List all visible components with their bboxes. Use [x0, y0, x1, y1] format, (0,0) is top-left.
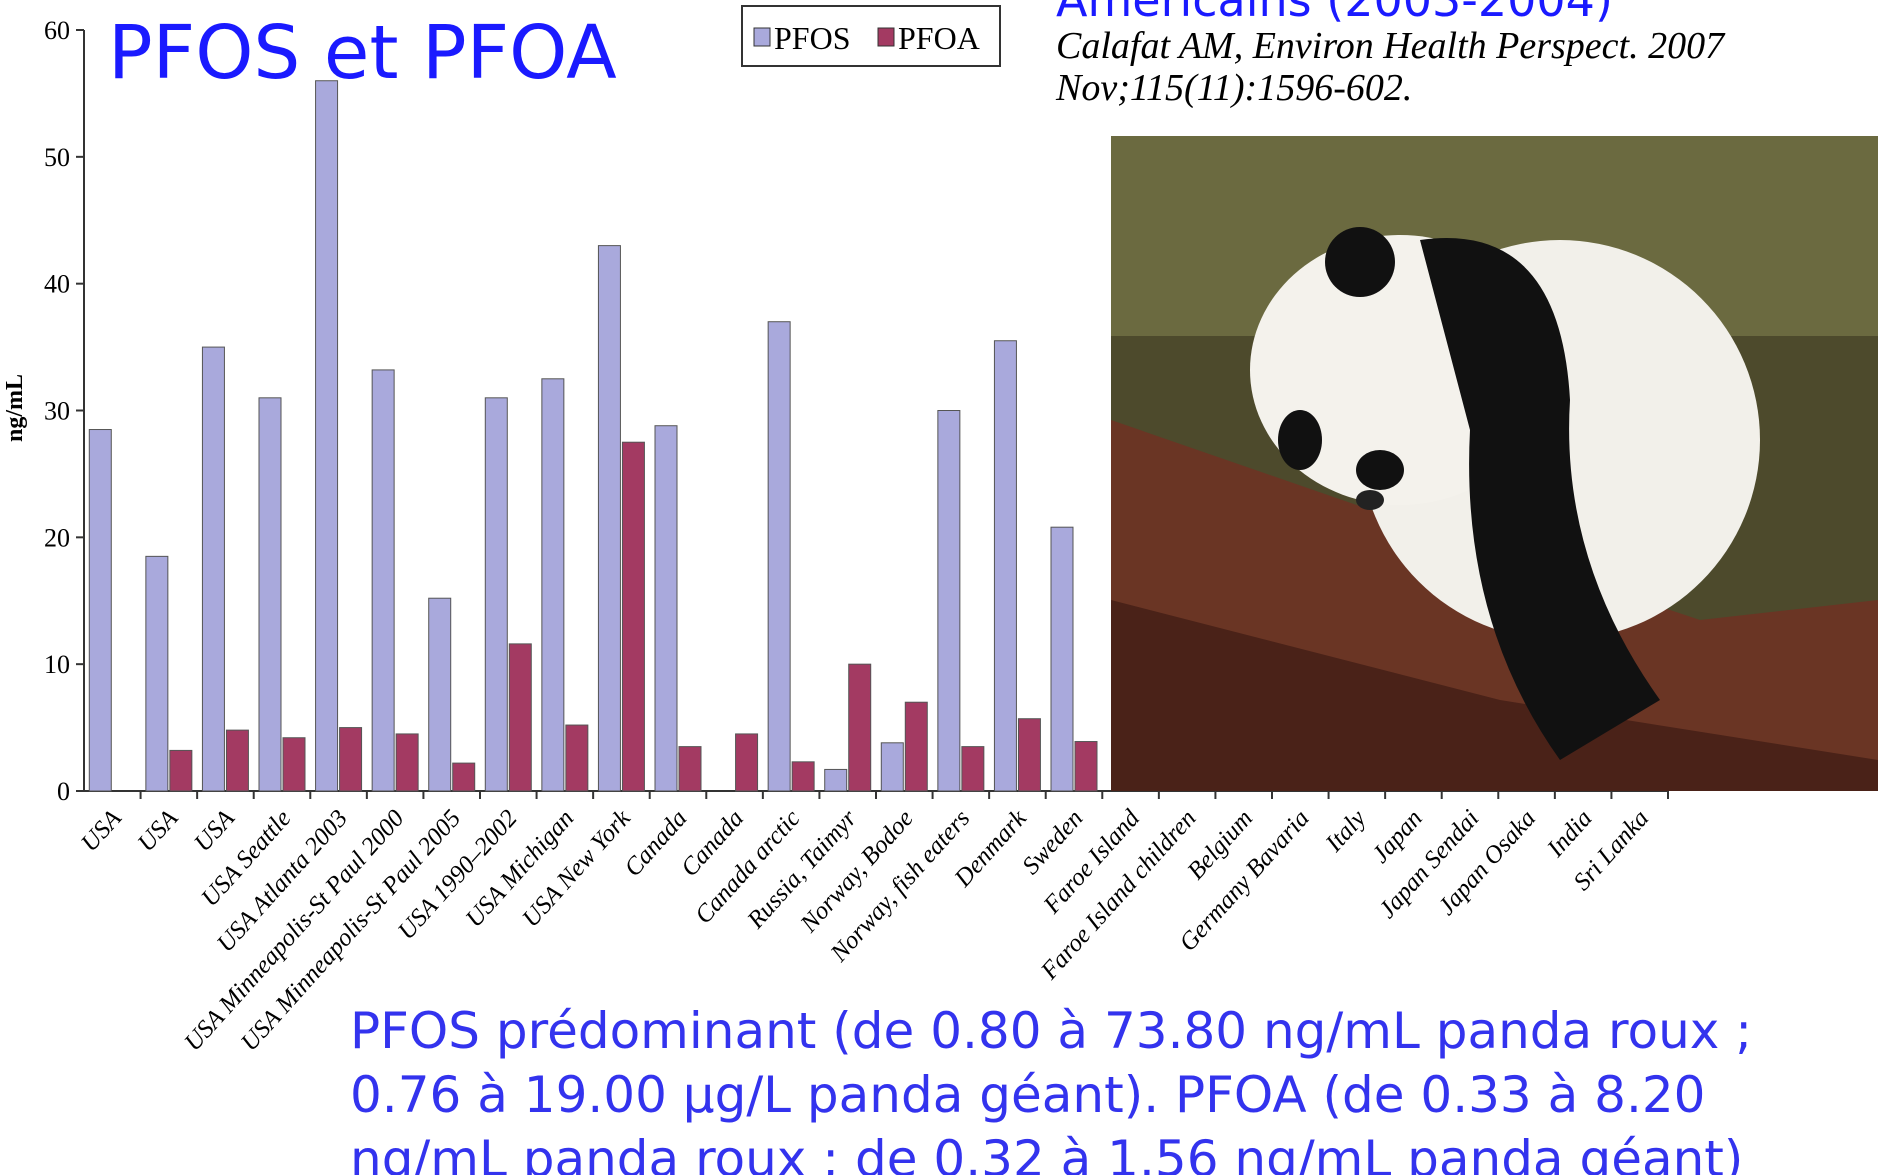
legend-box	[741, 5, 1001, 67]
x-tick-label: USA	[76, 804, 127, 857]
bar	[904, 701, 928, 792]
bar	[88, 429, 112, 792]
bar	[678, 746, 702, 792]
x-tick-label: USA	[189, 804, 240, 857]
bar	[282, 737, 306, 792]
bar	[654, 425, 678, 792]
bar	[428, 597, 452, 792]
bar	[1017, 718, 1041, 792]
bar	[621, 441, 645, 792]
bar	[225, 729, 249, 792]
bar	[565, 724, 589, 792]
y-axis-label: ng/mL	[2, 374, 28, 442]
x-tick-label: Canada	[619, 805, 692, 882]
bar	[339, 727, 363, 792]
x-tick-label: Italy	[1320, 804, 1372, 858]
y-tick-label: 30	[44, 397, 70, 426]
note: 0.76 à 19.00 µg/L panda géant). PFOA (de…	[350, 1066, 1705, 1124]
panda-photo	[1111, 136, 1878, 791]
legend-label: PFOA	[898, 20, 980, 56]
y-tick-label: 0	[57, 777, 70, 806]
legend-swatch	[877, 27, 895, 47]
chart-title: PFOS et PFOA	[108, 10, 617, 96]
bar	[824, 768, 848, 792]
y-tick-label: 40	[44, 270, 70, 299]
bar	[993, 340, 1017, 792]
x-tick-label: USA	[133, 804, 184, 857]
y-tick-label: 20	[44, 523, 70, 552]
y-tick-label: 60	[44, 16, 70, 45]
bar	[1074, 741, 1098, 792]
bar	[508, 643, 532, 792]
bar	[484, 397, 508, 792]
bar	[371, 369, 395, 792]
bar	[315, 80, 339, 792]
bar	[145, 555, 169, 792]
bar	[452, 762, 476, 792]
bar	[258, 397, 282, 792]
bar	[735, 733, 759, 792]
y-tick-label: 10	[44, 650, 70, 679]
legend-swatch	[753, 27, 771, 47]
bar	[541, 378, 565, 792]
bar	[767, 321, 791, 792]
bar	[848, 663, 872, 792]
citation: Calafat AM, Environ Health Perspect. 200…	[1056, 25, 1726, 67]
y-tick-label: 50	[44, 143, 70, 172]
bar	[961, 746, 985, 792]
bar	[791, 761, 815, 792]
bar	[201, 346, 225, 792]
header: Américains (2003-2004)	[1056, 0, 1613, 27]
citation: Nov;115(11):1596-602.	[1055, 67, 1412, 109]
note: ng/mL panda roux ; de 0.32 à 1.56 ng/mL …	[350, 1130, 1743, 1175]
bar	[1050, 526, 1074, 792]
bar	[880, 742, 904, 792]
bar	[169, 749, 193, 792]
legend-label: PFOS	[774, 20, 851, 56]
note: PFOS prédominant (de 0.80 à 73.80 ng/mL …	[350, 1002, 1752, 1060]
bar	[597, 245, 621, 792]
bar	[937, 410, 961, 792]
bar	[395, 733, 419, 792]
